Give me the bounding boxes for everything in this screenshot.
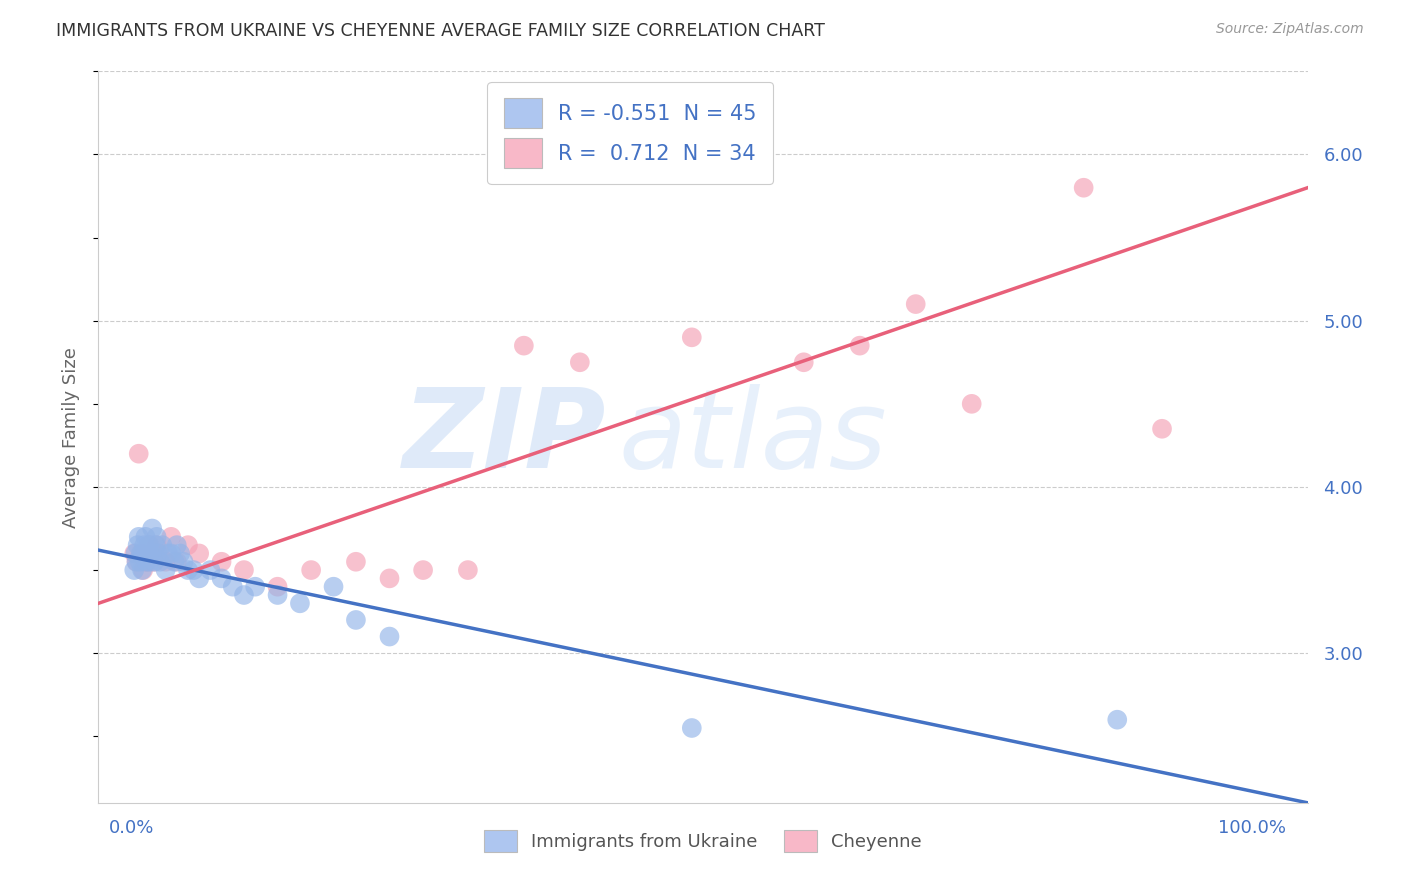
Point xyxy=(129,546,152,560)
Point xyxy=(141,546,163,560)
Point xyxy=(233,563,256,577)
Point xyxy=(136,546,159,560)
Point xyxy=(122,563,145,577)
Point xyxy=(124,546,146,560)
Point xyxy=(149,555,172,569)
Point xyxy=(163,555,186,569)
Legend: Immigrants from Ukraine, Cheyenne: Immigrants from Ukraine, Cheyenne xyxy=(477,823,929,860)
Point xyxy=(139,546,162,560)
Point xyxy=(848,339,870,353)
Point xyxy=(131,563,153,577)
Point xyxy=(166,555,188,569)
Point xyxy=(173,555,195,569)
Point xyxy=(136,555,159,569)
Point xyxy=(160,546,183,560)
Point xyxy=(160,530,183,544)
Point xyxy=(183,563,205,577)
Point xyxy=(169,546,191,560)
Text: IMMIGRANTS FROM UKRAINE VS CHEYENNE AVERAGE FAMILY SIZE CORRELATION CHART: IMMIGRANTS FROM UKRAINE VS CHEYENNE AVER… xyxy=(56,22,825,40)
Point xyxy=(129,546,152,560)
Point xyxy=(188,571,211,585)
Point xyxy=(960,397,983,411)
Point xyxy=(1073,180,1095,194)
Point xyxy=(513,339,536,353)
Point xyxy=(1107,713,1129,727)
Point xyxy=(412,563,434,577)
Point xyxy=(139,555,162,569)
Point xyxy=(243,580,266,594)
Point xyxy=(156,546,179,560)
Point xyxy=(150,538,173,552)
Point xyxy=(288,596,311,610)
Point xyxy=(132,546,155,560)
Point xyxy=(128,555,150,569)
Point xyxy=(222,580,245,594)
Y-axis label: Average Family Size: Average Family Size xyxy=(62,347,80,527)
Point xyxy=(344,555,367,569)
Point xyxy=(132,563,155,577)
Text: Source: ZipAtlas.com: Source: ZipAtlas.com xyxy=(1216,22,1364,37)
Point xyxy=(322,580,344,594)
Point xyxy=(125,555,148,569)
Text: atlas: atlas xyxy=(619,384,887,491)
Point xyxy=(177,538,200,552)
Point xyxy=(568,355,591,369)
Point xyxy=(457,563,479,577)
Point xyxy=(134,538,156,552)
Point xyxy=(128,447,150,461)
Point xyxy=(1150,422,1173,436)
Point xyxy=(166,538,188,552)
Point xyxy=(793,355,815,369)
Point xyxy=(134,530,156,544)
Text: ZIP: ZIP xyxy=(402,384,606,491)
Point xyxy=(145,530,167,544)
Point xyxy=(233,588,256,602)
Point xyxy=(344,613,367,627)
Point xyxy=(139,538,162,552)
Point xyxy=(266,580,288,594)
Point xyxy=(125,555,148,569)
Point xyxy=(127,538,149,552)
Point xyxy=(155,555,177,569)
Point xyxy=(128,530,150,544)
Point xyxy=(266,588,288,602)
Point xyxy=(681,721,703,735)
Point xyxy=(378,630,401,644)
Point xyxy=(134,555,156,569)
Point xyxy=(299,563,322,577)
Point xyxy=(143,555,166,569)
Point xyxy=(378,571,401,585)
Point xyxy=(145,538,167,552)
Point xyxy=(149,546,172,560)
Point xyxy=(904,297,927,311)
Point xyxy=(143,555,166,569)
Point xyxy=(211,555,233,569)
Point xyxy=(146,546,169,560)
Point xyxy=(188,546,211,560)
Point xyxy=(122,546,145,560)
Point xyxy=(681,330,703,344)
Point xyxy=(200,563,222,577)
Point xyxy=(141,521,163,535)
Point xyxy=(155,563,177,577)
Point xyxy=(145,538,167,552)
Point xyxy=(135,555,157,569)
Point xyxy=(138,538,160,552)
Point xyxy=(211,571,233,585)
Point xyxy=(177,563,200,577)
